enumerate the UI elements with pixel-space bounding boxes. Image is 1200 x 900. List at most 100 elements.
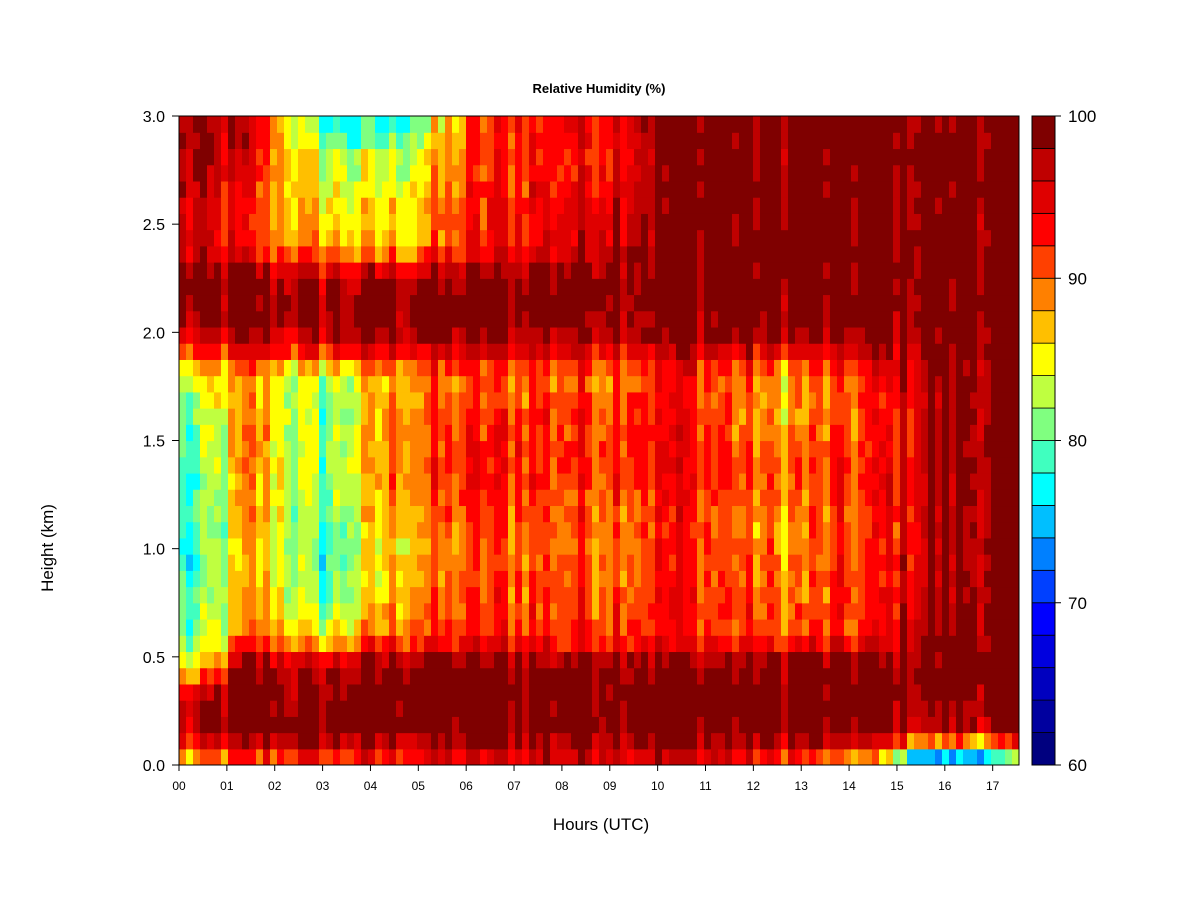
heatmap-cell [431,456,439,474]
heatmap-cell [291,408,299,425]
heatmap-cell [522,667,530,685]
heatmap-cell [1005,651,1013,669]
heatmap-cell [410,408,418,425]
heatmap-cell [718,326,726,344]
heatmap-cell [767,229,775,247]
heatmap-cell [179,554,187,571]
heatmap-cell [263,391,271,409]
heatmap-cell [207,700,215,717]
heatmap-cell [494,667,502,685]
heatmap-cell [1012,472,1019,490]
heatmap-cell [543,489,551,507]
colorbar-segment [1031,375,1056,409]
heatmap-cell [851,391,859,409]
heatmap-cell [816,326,824,344]
heatmap-cell [438,148,446,166]
heatmap-cell [249,700,257,717]
heatmap-cell [487,197,495,214]
heatmap-cell [732,586,740,604]
heatmap-cell [186,197,194,214]
heatmap-cell [844,618,852,636]
heatmap-cell [599,586,607,604]
heatmap-cell [550,310,558,328]
heatmap-cell [347,391,355,409]
heatmap-cell [781,456,789,474]
heatmap-cell [655,424,663,442]
heatmap-cell [991,391,999,409]
heatmap-cell [319,180,327,198]
heatmap-cell [186,180,194,198]
heatmap-cell [263,116,271,133]
heatmap-cell [305,197,313,214]
heatmap-cell [718,262,726,279]
heatmap-cell [816,651,824,669]
heatmap-cell [760,262,768,279]
heatmap-cell [949,489,957,507]
heatmap-cell [984,440,992,458]
heatmap-cell [851,197,859,214]
heatmap-cell [774,408,782,425]
heatmap-cell [396,748,404,765]
heatmap-cell [340,116,348,133]
heatmap-cell [949,716,957,734]
heatmap-cell [879,554,887,571]
heatmap-cell [963,294,971,312]
heatmap-cell [942,326,950,344]
heatmap-cell [424,424,432,442]
heatmap-cell [424,635,432,653]
heatmap-cell [634,489,642,507]
heatmap-cell [627,440,635,458]
heatmap-cell [697,278,705,296]
heatmap-cell [333,748,341,765]
heatmap-cell [795,700,803,717]
heatmap-cell [984,505,992,523]
heatmap-cell [396,164,404,182]
heatmap-cell [501,667,509,685]
heatmap-cell [620,489,628,507]
heatmap-cell [725,748,733,765]
heatmap-cell [431,651,439,669]
heatmap-cell [347,537,355,555]
heatmap-cell [557,618,565,636]
heatmap-cell [200,618,208,636]
heatmap-cell [473,489,481,507]
heatmap-cell [200,343,208,360]
heatmap-cell [228,586,236,604]
heatmap-cell [907,164,915,182]
heatmap-cell [872,213,880,231]
heatmap-cell [305,213,313,231]
heatmap-cell [837,570,845,588]
heatmap-cell [480,456,488,474]
heatmap-cell [305,505,313,523]
heatmap-cell [718,440,726,458]
heatmap-cell [1012,262,1019,279]
heatmap-cell [872,245,880,263]
heatmap-cell [879,197,887,214]
heatmap-cell [844,245,852,263]
heatmap-cell [963,116,971,133]
heatmap-cell [396,359,404,377]
heatmap-cell [662,618,670,636]
heatmap-cell [368,602,376,620]
heatmap-cell [613,700,621,717]
heatmap-cell [893,278,901,296]
heatmap-cell [900,586,908,604]
heatmap-cell [543,667,551,685]
heatmap-cell [606,489,614,507]
heatmap-cell [263,245,271,263]
heatmap-cell [760,229,768,247]
heatmap-cell [893,586,901,604]
heatmap-cell [809,570,817,588]
heatmap-cell [193,148,201,166]
heatmap-cell [312,294,320,312]
heatmap-cell [193,245,201,263]
heatmap-cell [431,700,439,717]
heatmap-cell [599,537,607,555]
heatmap-cell [963,537,971,555]
heatmap-cell [403,148,411,166]
heatmap-cell [816,116,824,133]
heatmap-cell [179,148,187,166]
heatmap-cell [732,537,740,555]
heatmap-cell [403,375,411,393]
heatmap-cell [466,505,474,523]
